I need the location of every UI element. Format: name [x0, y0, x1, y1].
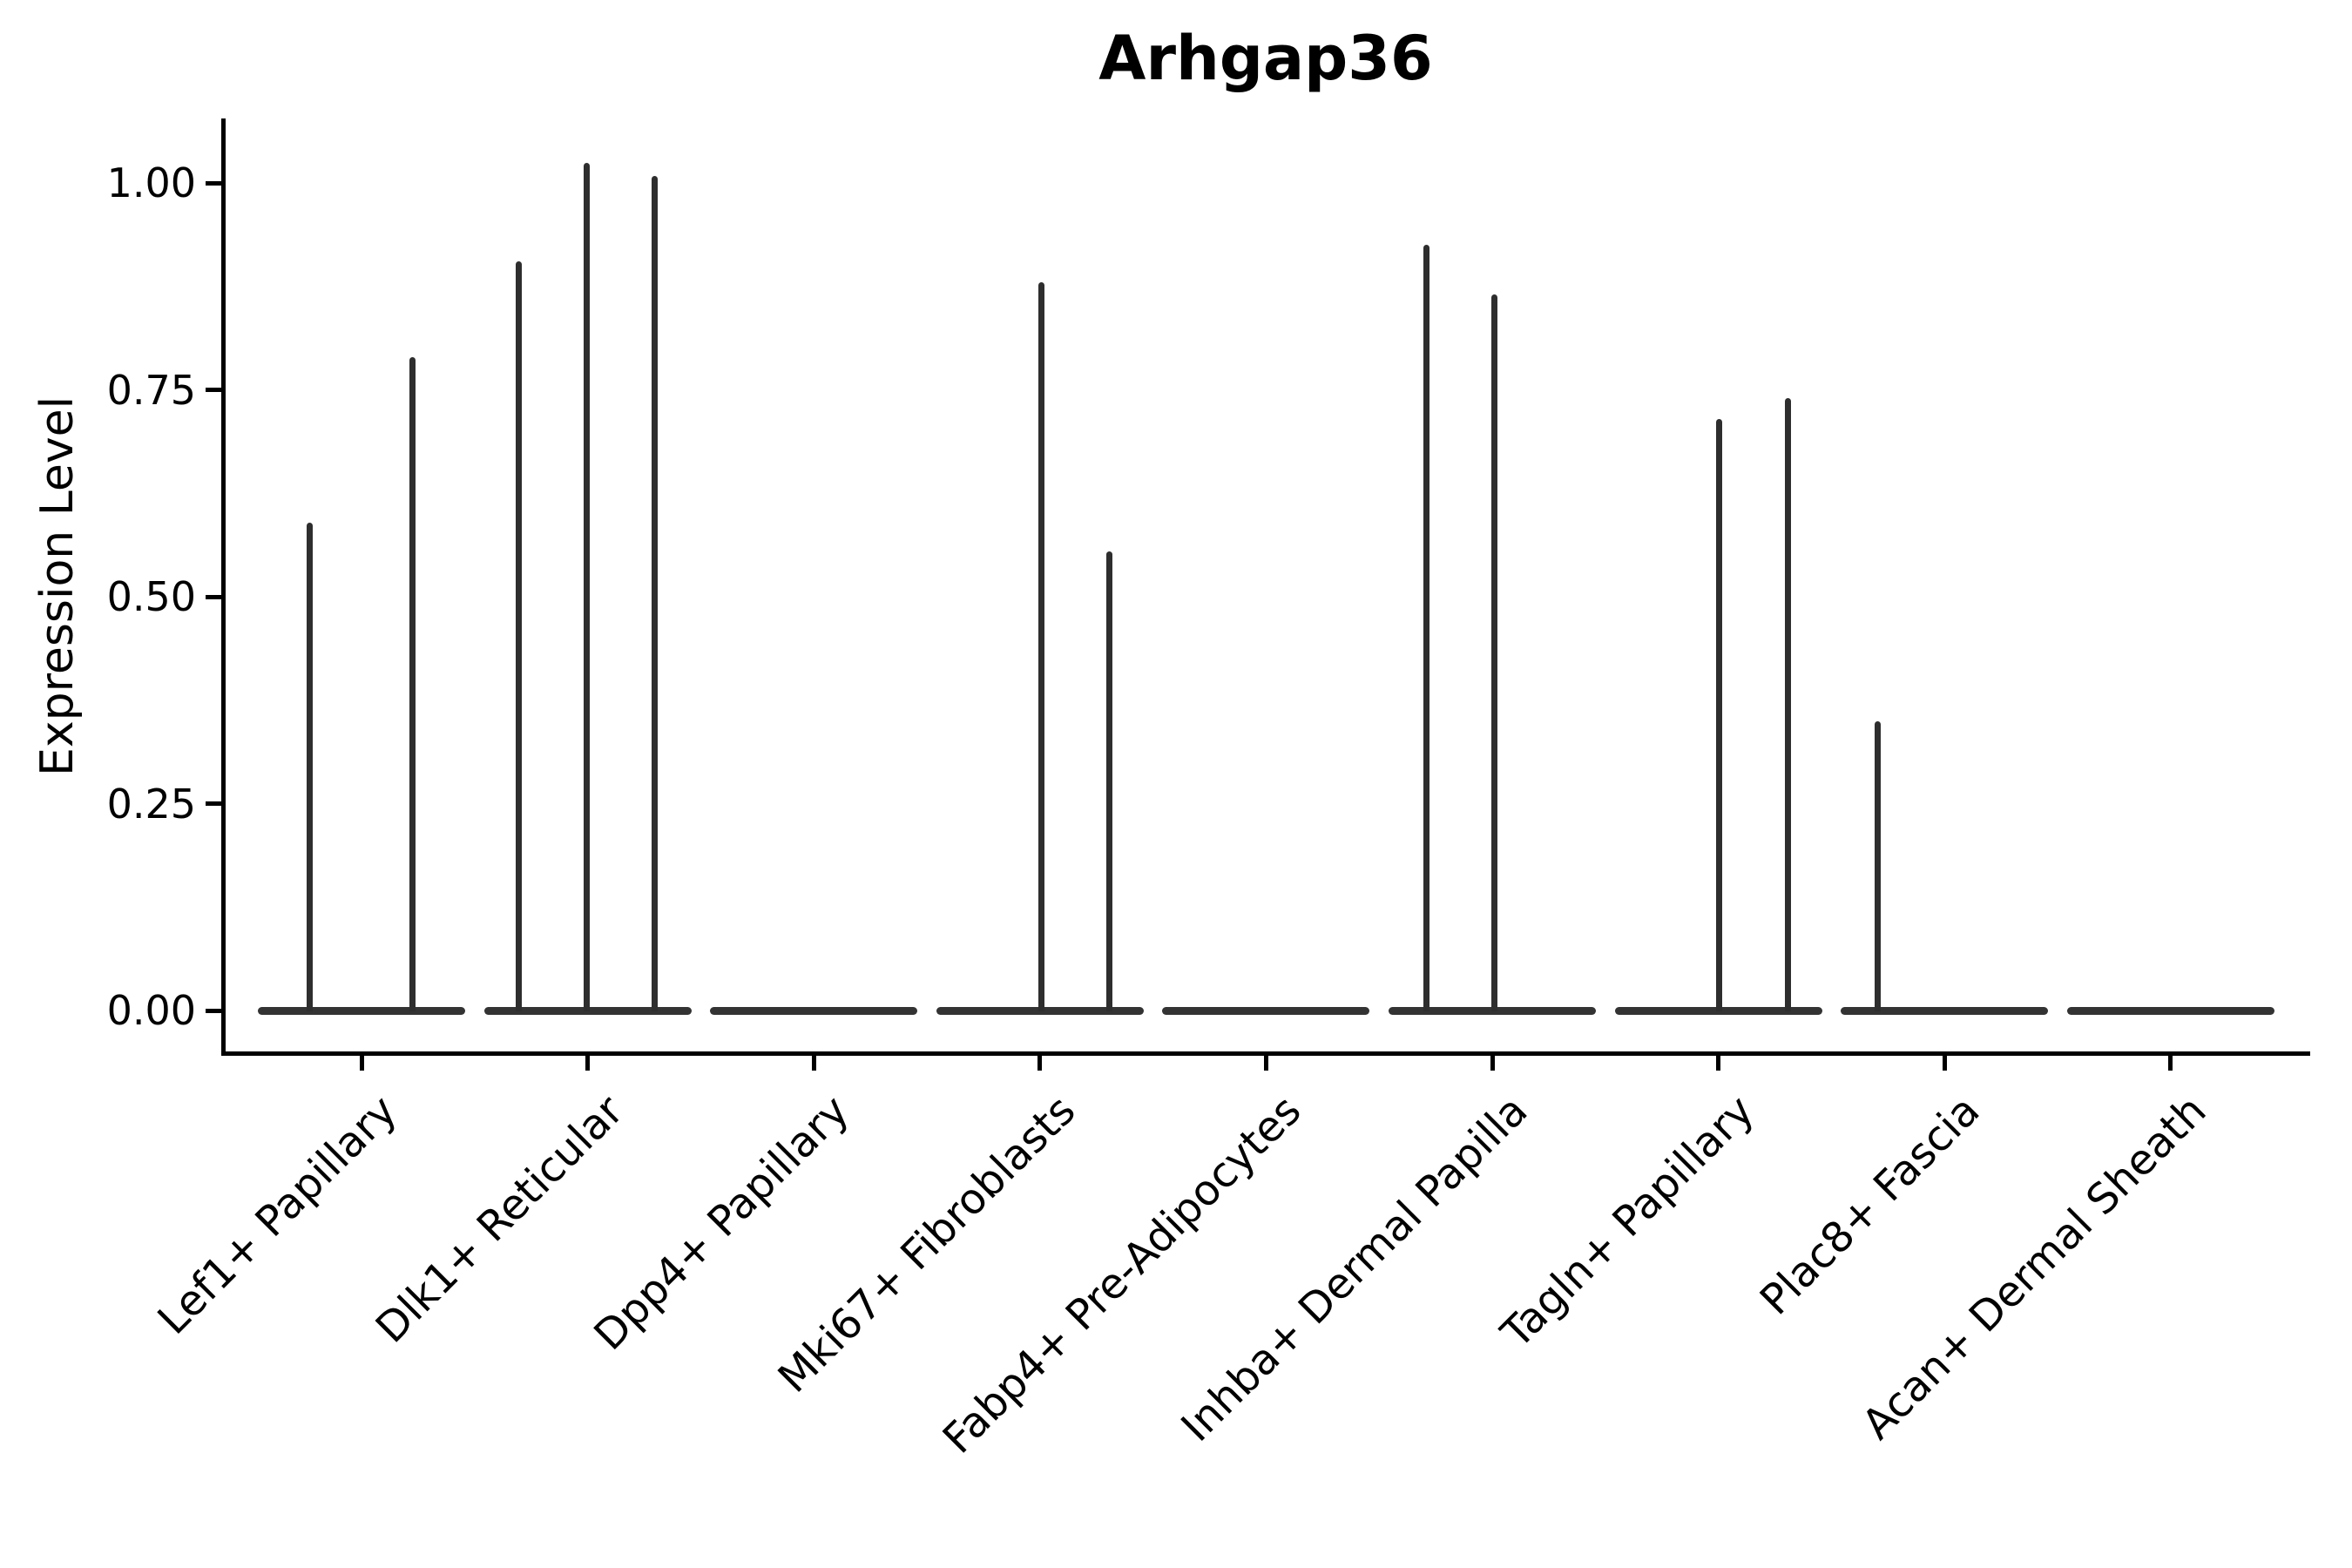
violin-spike-tagln-papillary-2: [1785, 398, 1792, 1011]
x-axis-tick-plac8-fascia: [1942, 1056, 1947, 1071]
violin-spike-mki67-fibroblasts-2: [1106, 551, 1113, 1011]
violin-spike-lef1-papillary-1: [306, 522, 313, 1011]
y-axis-tick-0.00: [206, 1008, 221, 1013]
y-axis-tick-1.00: [206, 180, 221, 186]
violin-spike-dlk1-reticular-3: [652, 176, 659, 1011]
x-axis-line: [221, 1051, 2310, 1056]
x-tick-label-dlk1-reticular: Dlk1+ Reticular: [366, 1085, 633, 1353]
y-tick-label-0.00: 0.00: [106, 987, 196, 1034]
x-axis-tick-dpp4-papillary: [811, 1056, 816, 1071]
violin-baseline-lef1-papillary: [258, 1006, 465, 1015]
x-axis-tick-acan-dermal-sheath: [2168, 1056, 2173, 1071]
x-tick-label-dpp4-papillary: Dpp4+ Papillary: [585, 1085, 859, 1360]
y-axis-tick-0.50: [206, 594, 221, 599]
x-tick-label-mki67-fibroblasts: Mki67+ Fibroblasts: [768, 1085, 1085, 1402]
x-axis-tick-mki67-fibroblasts: [1037, 1056, 1043, 1071]
violin-baseline-plac8-fascia: [1841, 1006, 2049, 1015]
violin-spike-mki67-fibroblasts-1: [1038, 282, 1045, 1011]
violin-baseline-fabp4-pre-adipocytes: [1162, 1006, 1370, 1015]
x-tick-label-inhba-dermal-papilla: Inhba+ Dermal Papilla: [1172, 1085, 1538, 1451]
x-axis-tick-dlk1-reticular: [585, 1056, 591, 1071]
violin-spike-lef1-papillary-2: [409, 356, 416, 1011]
chart-title: Arhgap36: [1098, 23, 1433, 94]
y-axis-line: [221, 118, 226, 1056]
y-axis-tick-0.75: [206, 388, 221, 392]
y-axis-tick-0.25: [206, 801, 221, 806]
x-axis-tick-tagln-papillary: [1716, 1056, 1721, 1071]
x-tick-label-acan-dermal-sheath: Acan+ Dermal Sheath: [1852, 1085, 2216, 1450]
x-axis-tick-inhba-dermal-papilla: [1490, 1056, 1495, 1071]
x-tick-label-lef1-papillary: Lef1+ Papillary: [148, 1085, 407, 1344]
y-tick-label-0.25: 0.25: [106, 780, 196, 828]
violin-spike-tagln-papillary-1: [1716, 418, 1723, 1011]
violin-spike-dlk1-reticular-2: [584, 163, 591, 1011]
x-tick-label-fabp4-pre-adipocytes: Fabp4+ Pre-Adipocytes: [934, 1085, 1311, 1463]
violin-baseline-dpp4-papillary: [710, 1006, 918, 1015]
violin-spike-dlk1-reticular-1: [516, 261, 523, 1011]
violin-spike-inhba-dermal-papilla-2: [1490, 294, 1497, 1011]
x-tick-label-plac8-fascia: Plac8+ Fascia: [1751, 1085, 1990, 1325]
x-tick-label-tagln-papillary: Tagln+ Papillary: [1491, 1085, 1764, 1358]
y-tick-label-0.50: 0.50: [106, 573, 196, 620]
y-tick-label-1.00: 1.00: [106, 159, 196, 206]
violin-baseline-acan-dermal-sheath: [2066, 1006, 2274, 1015]
x-axis-tick-lef1-papillary: [359, 1056, 364, 1071]
y-tick-label-0.75: 0.75: [106, 366, 196, 414]
x-axis-tick-fabp4-pre-adipocytes: [1263, 1056, 1268, 1071]
violin-spike-inhba-dermal-papilla-1: [1423, 245, 1429, 1011]
violin-spike-plac8-fascia-1: [1874, 720, 1881, 1011]
